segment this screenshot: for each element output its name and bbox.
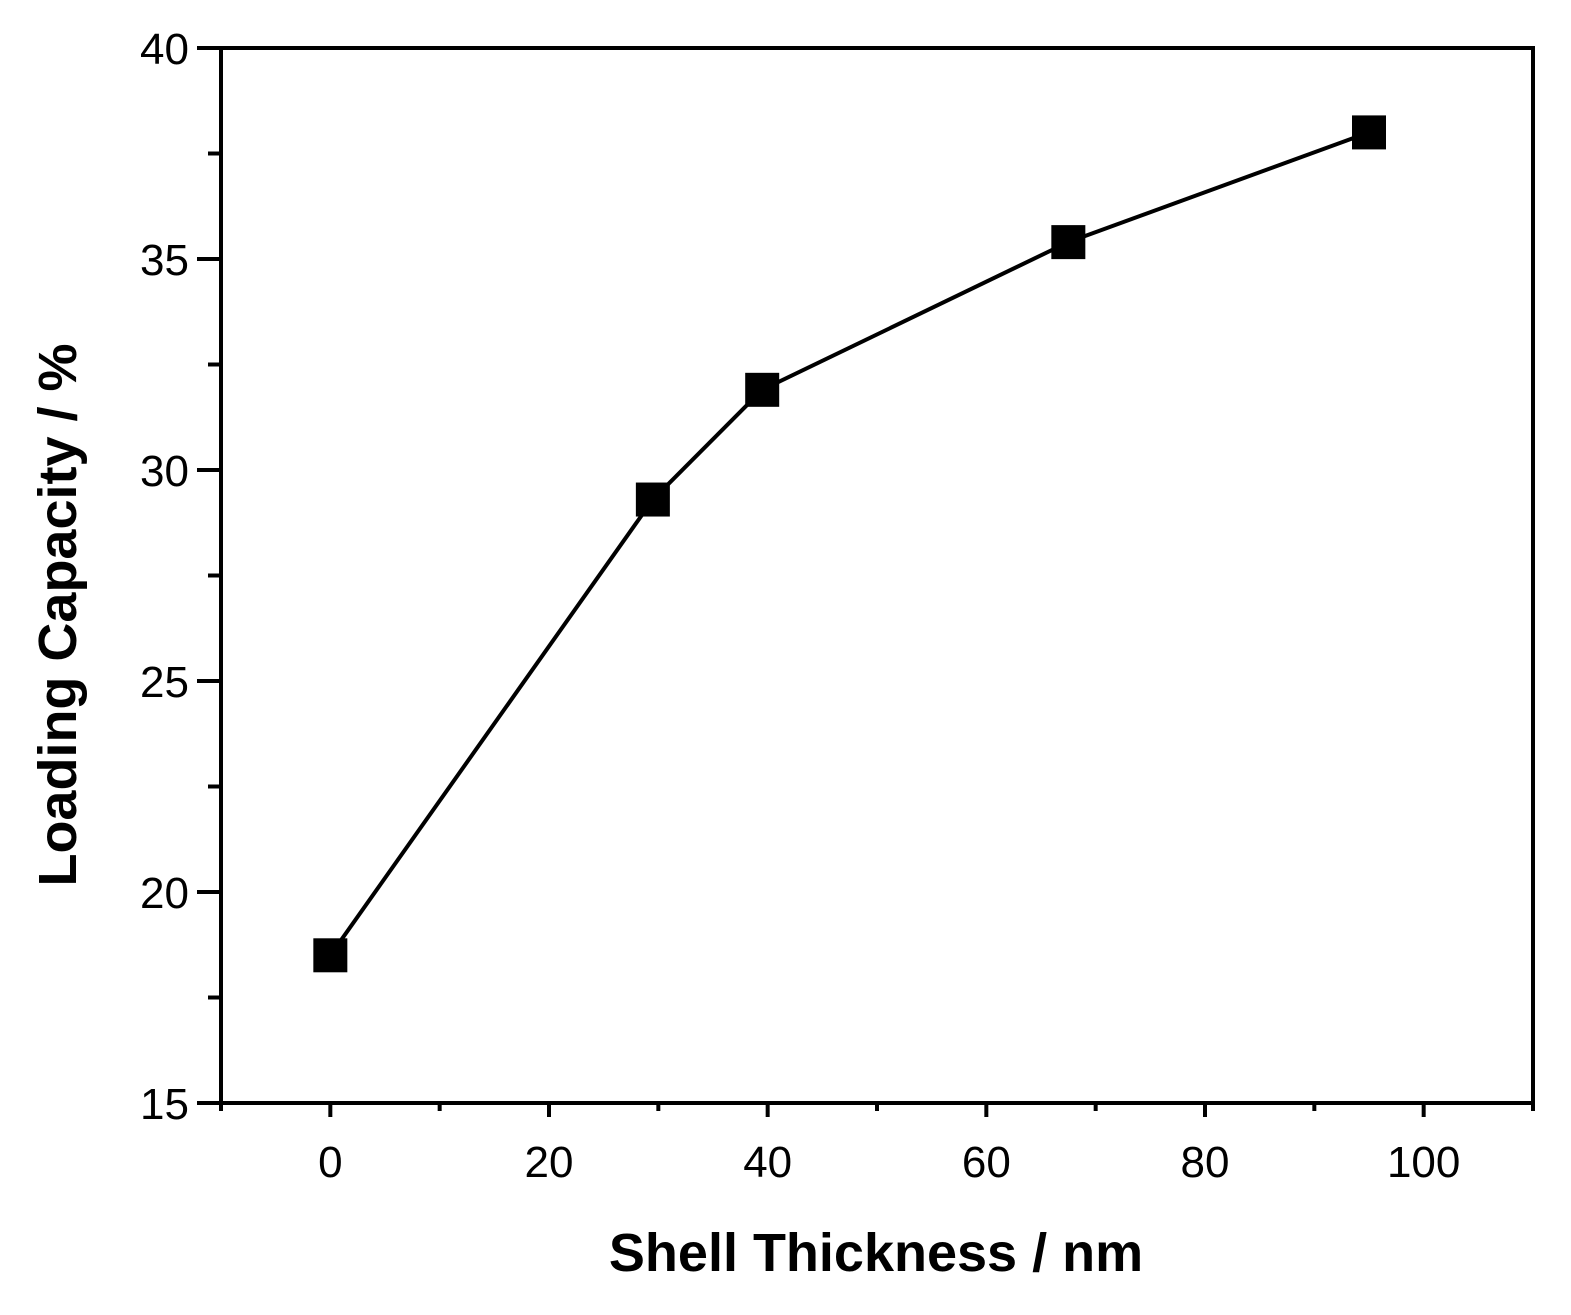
y-axis-title: Loading Capacity / % [28,343,88,886]
data-point-marker [313,938,348,973]
data-point-marker [1051,225,1086,260]
series-line-segment [328,498,655,957]
x-tick-label: 80 [1181,1138,1230,1187]
series-line-segment [1067,130,1370,244]
y-tick-label: 30 [140,447,189,496]
y-tick-label: 15 [140,1080,189,1129]
y-tick-label: 35 [140,236,189,285]
axes: 0 20 40 60 80 100 15 20 25 30 35 40 [140,25,1535,1187]
y-tick-label: 40 [140,25,189,74]
series-line-segment [761,240,1070,392]
data-series [313,115,1386,973]
y-tick-label: 25 [140,658,189,707]
x-tick-label: 40 [743,1138,792,1187]
x-tick-label: 0 [318,1138,342,1187]
x-tick-label: 100 [1387,1138,1460,1187]
y-tick-label: 20 [140,869,189,918]
plot-frame [219,46,1535,1105]
x-tick-label: 60 [962,1138,1011,1187]
data-point-marker [745,372,780,407]
x-axis-title: Shell Thickness / nm [609,1223,1143,1283]
x-tick-label: 20 [525,1138,574,1187]
series-line-segment [651,388,764,501]
data-point-marker [1352,115,1386,150]
data-point-marker [635,482,670,517]
